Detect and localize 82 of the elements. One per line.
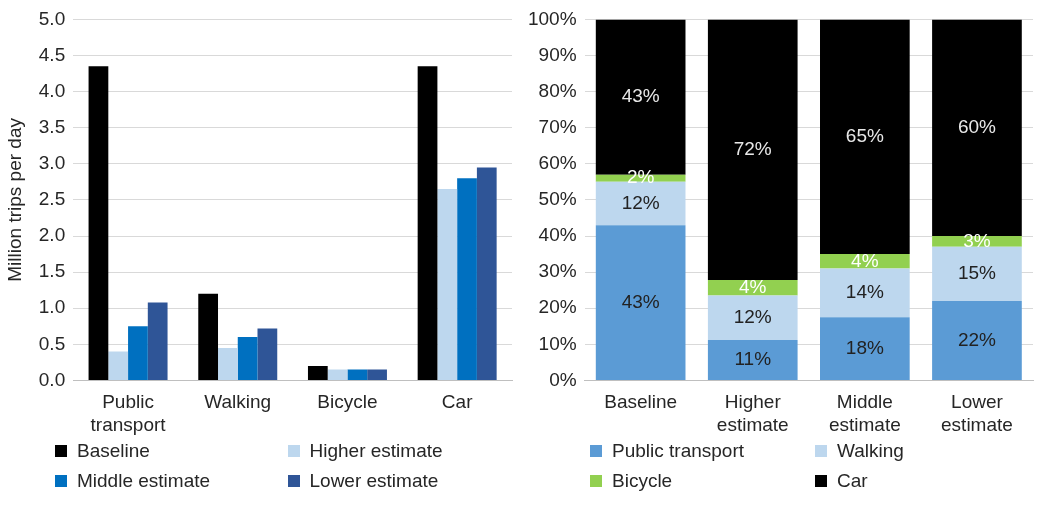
data-label: 3% <box>963 229 991 251</box>
y-tick-label: 50% <box>538 188 577 210</box>
bar <box>595 181 686 226</box>
bar <box>707 280 798 296</box>
y-tick-label: 0.0 <box>38 368 66 390</box>
y-tick-label: 100% <box>527 7 577 29</box>
data-label: 12% <box>733 306 772 327</box>
bar <box>932 19 1022 236</box>
y-tick-label: 1.0 <box>38 296 66 318</box>
x-tick-label: Higher estimate <box>716 391 789 435</box>
y-tick-label: 4.5 <box>38 43 66 65</box>
x-tick-label: Walking <box>204 391 272 413</box>
bar <box>307 365 328 380</box>
y-tick-label: 20% <box>538 296 577 318</box>
y-tick-label: 4.0 <box>38 79 66 101</box>
data-label: 43% <box>621 290 660 312</box>
data-label: 15% <box>957 262 997 284</box>
bar <box>820 317 910 380</box>
y-tick-label: 80% <box>538 79 577 101</box>
bar <box>237 337 258 380</box>
y-tick-label: 10% <box>538 332 577 354</box>
legend-label: Middle estimate <box>77 470 211 492</box>
legend-label: Car <box>837 470 868 492</box>
bar <box>457 178 477 380</box>
x-tick-label: Car <box>441 391 474 413</box>
bar <box>707 295 798 340</box>
y-tick-label: 0.5 <box>38 332 66 354</box>
legend-label: Public transport <box>612 440 745 462</box>
bar <box>820 268 910 318</box>
x-tick-label: Middle estimate <box>828 391 901 435</box>
bar <box>932 246 1022 301</box>
bar <box>820 19 910 255</box>
legend-label: Higher estimate <box>309 440 443 462</box>
bar <box>198 293 219 380</box>
y-tick-label: 1.5 <box>38 260 66 282</box>
data-label: 11% <box>734 348 772 370</box>
legend-label: Baseline <box>77 440 150 462</box>
bar <box>88 66 109 380</box>
bar <box>257 328 278 380</box>
y-tick-label: 30% <box>538 260 577 282</box>
y-tick-label: 3.0 <box>38 152 66 174</box>
x-tick-label: Public transport <box>90 391 167 435</box>
x-tick-label: Lower estimate <box>941 391 1013 435</box>
data-label: 72% <box>733 137 772 159</box>
bar <box>327 369 348 380</box>
y-tick-label: 40% <box>538 224 577 246</box>
x-tick-label: Baseline <box>604 391 678 413</box>
data-label: 65% <box>845 124 884 146</box>
bar <box>347 369 368 380</box>
bar <box>437 189 458 380</box>
legend-label: Lower estimate <box>309 470 439 492</box>
y-tick-label: 2.0 <box>38 224 66 246</box>
y-axis-title: Million trips per day <box>3 117 25 282</box>
bar <box>218 347 238 380</box>
bar <box>128 326 148 380</box>
data-label: 4% <box>739 276 767 298</box>
data-label: 4% <box>851 249 879 271</box>
y-tick-label: 3.5 <box>38 115 66 137</box>
data-label: 12% <box>621 191 660 213</box>
bar <box>476 167 497 380</box>
data-label: 22% <box>957 328 997 350</box>
y-tick-label: 5.0 <box>38 7 66 29</box>
legend-label: Bicycle <box>612 470 673 492</box>
x-tick-label: Bicycle <box>317 391 378 413</box>
bar <box>417 66 438 380</box>
y-tick-label: 0% <box>549 368 577 390</box>
bar <box>707 339 798 380</box>
data-label: 14% <box>845 281 884 303</box>
bar <box>147 302 168 380</box>
bar <box>367 369 387 380</box>
y-tick-label: 60% <box>538 152 577 174</box>
bar <box>595 225 686 380</box>
bar <box>932 300 1022 380</box>
legend-label: Walking <box>837 440 904 462</box>
bar <box>108 351 129 380</box>
y-tick-label: 90% <box>538 43 577 65</box>
y-tick-label: 2.5 <box>38 188 66 210</box>
y-tick-label: 70% <box>538 115 577 137</box>
data-label: 18% <box>845 336 884 358</box>
data-label: 60% <box>957 115 997 137</box>
bar <box>707 19 798 281</box>
data-label: 43% <box>621 85 660 107</box>
